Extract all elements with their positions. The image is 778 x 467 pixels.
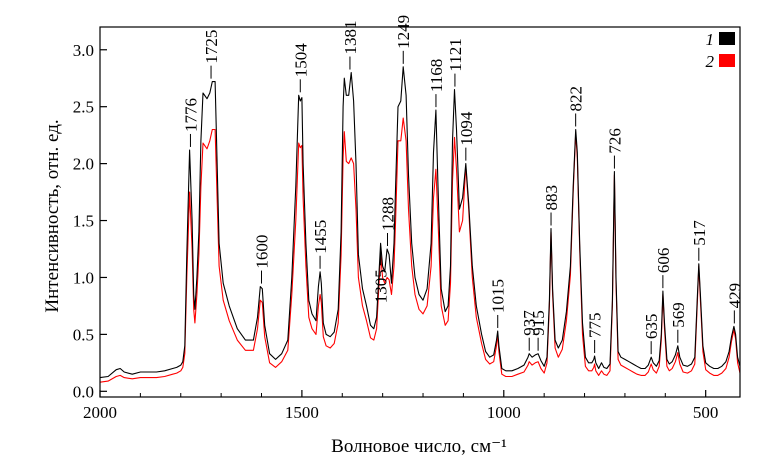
peak-label: 1600: [253, 235, 272, 269]
peak-annotation: 1288: [378, 197, 397, 246]
peak-annotation: 1168: [427, 59, 446, 108]
peak-annotation: 1504: [291, 43, 310, 93]
peak-label: 1504: [291, 43, 310, 78]
peak-label: 1455: [311, 220, 330, 254]
peak-label: 517: [690, 220, 709, 246]
legend-swatch: [719, 32, 735, 45]
peak-annotation: 429: [725, 283, 744, 324]
peak-annotation: 635: [642, 314, 661, 355]
peak-label: 1776: [181, 98, 200, 132]
peak-annotation: 726: [605, 128, 624, 169]
peak-annotation: 1776: [181, 98, 200, 147]
peak-label: 1725: [202, 30, 221, 64]
peak-annotation: 1121: [446, 38, 465, 87]
legend-label: 2: [706, 52, 715, 71]
plot-frame: [99, 26, 741, 398]
series-line-1: [99, 66, 741, 379]
x-tick-label: 2000: [83, 403, 117, 422]
peak-annotation: 822: [567, 86, 586, 127]
peak-label: 822: [567, 86, 586, 112]
y-tick-label: 1.0: [73, 268, 94, 287]
y-axis-title: Интенсивность, отн. ед.: [42, 119, 63, 312]
peak-label: 726: [605, 128, 624, 154]
legend-item: 2: [706, 52, 735, 71]
peak-label: 775: [586, 313, 605, 339]
peak-annotation: 1381: [341, 21, 360, 70]
axes-frame: [99, 26, 741, 398]
peak-annotation: 775: [586, 313, 605, 354]
peak-annotation: 1015: [489, 279, 508, 328]
legend: 12: [706, 30, 735, 71]
peak-annotations: 1776 1725 1600 1504 1455 1381 1305 1288 1249 1168…: [181, 15, 744, 355]
peak-label: 1381: [341, 21, 360, 55]
peak-label: 1015: [489, 279, 508, 313]
peak-label: 915: [529, 310, 548, 336]
peak-annotation: 915: [529, 310, 548, 351]
peak-label: 1288: [378, 197, 397, 231]
ticks: 2000 1500 1000 500 0.0 0.5 1.0 1.5 2.0 2.5 3.0: [73, 41, 719, 422]
peak-label: 1121: [446, 38, 465, 71]
peak-label: 635: [642, 314, 661, 340]
peak-annotation: 517: [690, 220, 709, 261]
peak-annotation: 883: [542, 185, 561, 226]
peak-label: 606: [654, 248, 673, 274]
peak-annotation: 937: [520, 310, 539, 351]
peak-annotation: 606: [654, 248, 673, 289]
peak-annotation: 1725: [202, 30, 221, 79]
peak-label: 569: [669, 302, 688, 328]
y-tick-label: 0.5: [73, 325, 94, 344]
legend-swatch: [719, 54, 735, 67]
peak-label: 1094: [457, 111, 476, 146]
peak-annotation: 1305: [372, 247, 391, 303]
peak-label: 937: [520, 310, 539, 336]
y-tick-label: 2.5: [73, 98, 94, 117]
legend-item: 1: [706, 30, 735, 49]
x-tick-label: 1000: [487, 403, 521, 422]
x-axis-title: Волновое число, см⁻¹: [331, 436, 507, 457]
y-tick-label: 1.5: [73, 212, 94, 231]
legend-label: 1: [706, 30, 715, 49]
peak-label: 1305: [372, 269, 391, 303]
peak-annotation: 1455: [311, 220, 330, 269]
x-tick-label: 1500: [285, 403, 319, 422]
y-tick-label: 2.0: [73, 155, 94, 174]
series-layer: [99, 66, 741, 383]
peak-label: 883: [542, 185, 561, 211]
peak-label: 1249: [394, 15, 413, 49]
peak-annotation: 1249: [394, 15, 413, 64]
y-tick-label: 0.0: [73, 382, 94, 401]
x-tick-label: 500: [693, 403, 719, 422]
peak-label: 429: [725, 283, 744, 309]
series-line-2: [99, 117, 741, 383]
peak-annotation: 1600: [253, 235, 272, 284]
y-tick-label: 3.0: [73, 41, 94, 60]
peak-annotation: 569: [669, 302, 688, 343]
peak-label: 1168: [427, 59, 446, 92]
peak-annotation: 1094: [457, 111, 476, 161]
